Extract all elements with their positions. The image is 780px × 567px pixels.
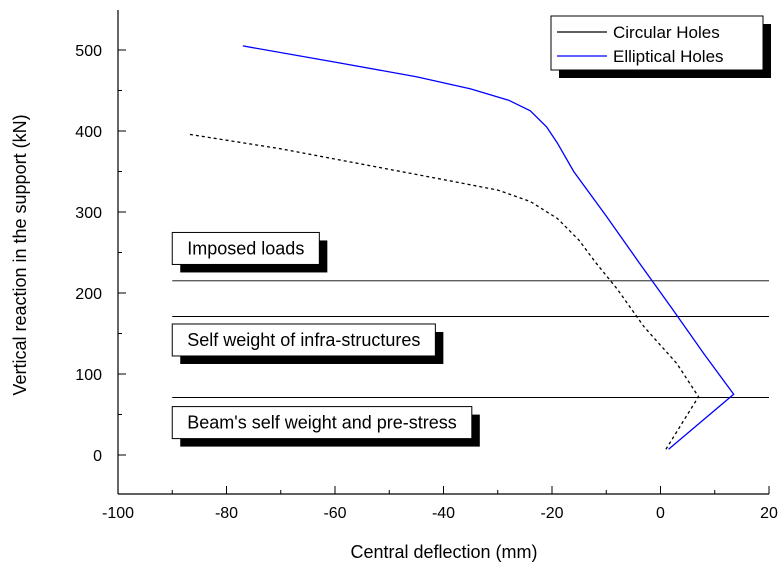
x-tick-label: -100: [102, 505, 134, 522]
reference-label-text: Self weight of infra-structures: [187, 330, 420, 350]
reference-label-text: Beam's self weight and pre-stress: [187, 413, 457, 433]
x-tick-label: -60: [323, 505, 346, 522]
label-frame: [171, 406, 473, 440]
y-tick-label: 500: [75, 43, 102, 60]
reference-label-box: Imposed loads: [171, 231, 328, 273]
series-line: [242, 45, 735, 450]
reference-label-text: Imposed loads: [187, 238, 304, 258]
legend: Circular Holes Elliptical Holes: [550, 15, 771, 78]
reference-label-box: Self weight of infra-structures: [171, 323, 444, 364]
x-axis-title: Central deflection (mm): [350, 542, 537, 562]
reference-lines: [172, 280, 769, 398]
series-lines: [188, 45, 735, 450]
series-line: [188, 133, 700, 450]
y-tick-label: 200: [75, 286, 102, 303]
x-tick-label: -40: [432, 505, 455, 522]
x-tick-label: 20: [760, 505, 778, 522]
reference-labels: Imposed loads Self weight of infra-struct…: [171, 231, 480, 447]
x-tick-label: -80: [215, 505, 238, 522]
y-axis-title: Vertical reaction in the support (kN): [10, 114, 30, 395]
x-tick-label: -20: [540, 505, 563, 522]
y-tick-label: 0: [93, 448, 102, 465]
x-tick-label: 0: [656, 505, 665, 522]
y-tick-label: 400: [75, 124, 102, 141]
label-frame: [171, 231, 320, 265]
y-tick-label: 300: [75, 205, 102, 222]
legend-frame: [550, 15, 764, 71]
label-frame: [171, 323, 436, 357]
reference-label-box: Beam's self weight and pre-stress: [171, 406, 480, 447]
legend-entry-label: Elliptical Holes: [613, 47, 724, 66]
legend-entry-label: Circular Holes: [613, 23, 720, 42]
y-tick-label: 100: [75, 367, 102, 384]
